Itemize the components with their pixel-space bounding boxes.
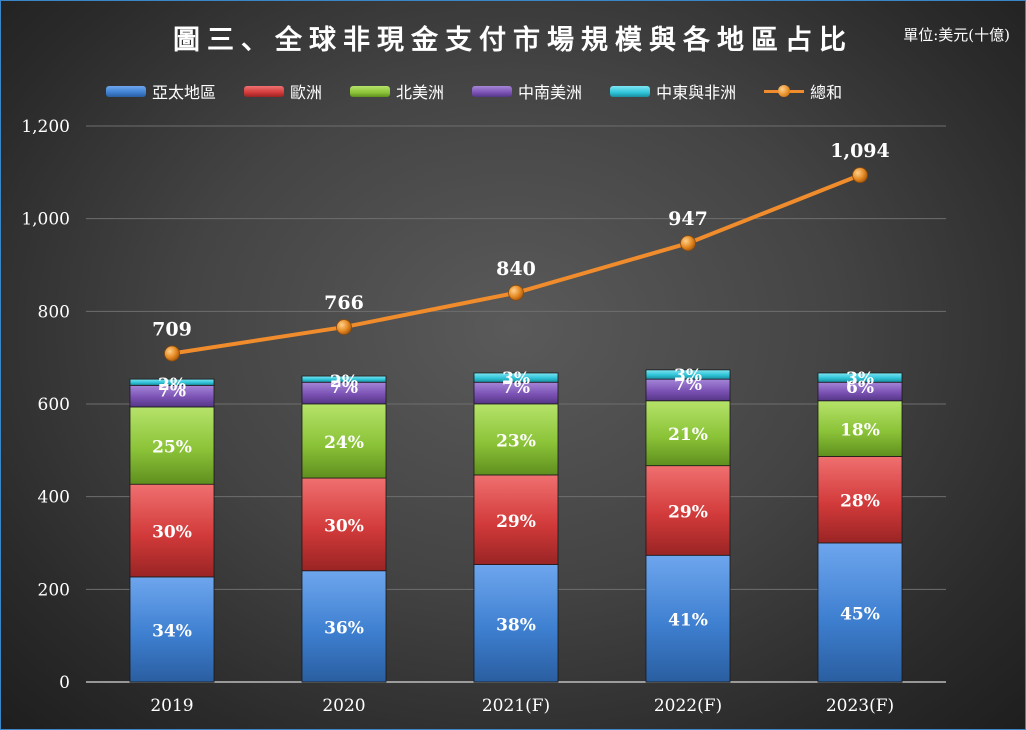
- bar-value-label: 7%: [158, 381, 186, 401]
- legend-swatch-asia: [106, 85, 146, 97]
- y-tick-label: 0: [59, 673, 70, 693]
- legend-label-asia: 亞太地區: [152, 83, 217, 102]
- bar-value-label: 3%: [846, 369, 874, 389]
- y-tick-label: 1,200: [21, 117, 70, 137]
- total-line-point: [508, 284, 524, 301]
- x-tick-label: 2019: [150, 696, 193, 716]
- legend-swatch-latin-america: [472, 85, 513, 97]
- chart-title: 圖三、全球非現金支付市場規模與各地區占比: [173, 25, 853, 56]
- legend-label-north-america: 北美洲: [396, 83, 445, 102]
- bar-segment: [129, 378, 215, 386]
- x-tick-label: 2020: [322, 696, 365, 716]
- bar-value-label: 21%: [668, 425, 708, 445]
- bar-value-label: 41%: [668, 611, 708, 631]
- y-tick-label: 400: [38, 488, 70, 508]
- bar-segment: [301, 477, 387, 572]
- bar-segment: [645, 369, 731, 380]
- total-line: [164, 167, 868, 362]
- bar-segment: [301, 375, 387, 383]
- bar-value-label: 6%: [846, 378, 874, 398]
- bar-value-label: 30%: [152, 523, 192, 543]
- total-line-point: [336, 319, 352, 335]
- bar-segment: [817, 542, 903, 683]
- bar-value-label: 36%: [324, 618, 364, 638]
- total-line-point: [680, 235, 696, 252]
- bar-segment: [129, 483, 215, 578]
- bar-segment: [473, 403, 559, 476]
- bar-segment: [645, 400, 731, 467]
- total-value-label: 766: [324, 292, 364, 314]
- legend-item-mea: 中東與非洲: [610, 79, 736, 103]
- legend-item-total: 總和: [764, 79, 842, 103]
- bar-segment: [817, 455, 903, 544]
- bar-value-label: 24%: [324, 433, 364, 453]
- total-value-label: 1,094: [830, 140, 890, 162]
- bar-value-label: 29%: [496, 512, 536, 532]
- legend-item-north-america: 北美洲: [350, 79, 444, 103]
- bar-segment: [301, 403, 387, 479]
- bar-value-label: 30%: [324, 516, 364, 536]
- total-line-point: [852, 167, 868, 184]
- total-value-label: 840: [496, 258, 536, 280]
- bar-segment: [817, 372, 903, 383]
- y-tick-label: 200: [38, 580, 70, 600]
- y-tick-label: 600: [38, 395, 70, 415]
- bar-value-label: 3%: [674, 366, 702, 386]
- bar-value-label: 34%: [152, 621, 192, 641]
- legend-label-latin-america: 中南美洲: [518, 83, 583, 102]
- total-value-label: 709: [152, 318, 192, 340]
- bar-value-label: 28%: [840, 492, 880, 512]
- legend-swatch-north-america: [350, 85, 391, 97]
- legend-label-europe: 歐洲: [290, 83, 323, 102]
- x-tick-label: 2022(F): [654, 696, 722, 716]
- bar-value-label: 7%: [330, 378, 358, 398]
- bar-segment: [473, 372, 559, 383]
- x-tick-label: 2021(F): [482, 696, 550, 716]
- labels: 34%30%25%7%2%36%30%24%7%2%38%29%23%7%3%4…: [152, 140, 890, 641]
- y-tick-label: 800: [38, 302, 70, 322]
- total-value-label: 947: [668, 208, 708, 230]
- bar-value-label: 23%: [496, 431, 536, 451]
- legend-swatch-total: [764, 85, 805, 97]
- bar-value-label: 45%: [840, 604, 880, 624]
- bar-value-label: 18%: [840, 421, 880, 441]
- bar-value-label: 38%: [496, 615, 536, 635]
- bar-segment: [645, 554, 731, 683]
- bar-value-label: 29%: [668, 502, 708, 522]
- legend-label-mea: 中東與非洲: [656, 83, 737, 102]
- legend-swatch-mea: [610, 85, 651, 97]
- bar-value-label: 2%: [158, 375, 186, 395]
- unit-label: 單位:美元(十億): [903, 26, 1010, 44]
- bars: [129, 369, 903, 683]
- legend-item-latin-america: 中南美洲: [472, 79, 582, 103]
- legend-item-asia: 亞太地區: [106, 79, 216, 103]
- bar-segment: [301, 570, 387, 683]
- legend-swatch-europe: [244, 85, 285, 97]
- total-line-point: [164, 345, 180, 362]
- bar-value-label: 2%: [330, 372, 358, 392]
- bar-value-label: 3%: [502, 369, 530, 389]
- bar-segment: [473, 474, 559, 565]
- y-tick-label: 1,000: [21, 210, 70, 230]
- x-tick-label: 2023(F): [826, 696, 894, 716]
- bar-value-label: 7%: [502, 378, 530, 398]
- legend: 亞太地區 歐洲 北美洲 中南美洲 中東與非洲 總和: [106, 79, 870, 103]
- bar-segment: [129, 576, 215, 683]
- bar-value-label: 25%: [152, 438, 192, 458]
- bar-value-label: 7%: [674, 375, 702, 395]
- legend-label-total: 總和: [810, 83, 843, 102]
- legend-item-europe: 歐洲: [244, 79, 322, 103]
- bar-segment: [129, 406, 215, 485]
